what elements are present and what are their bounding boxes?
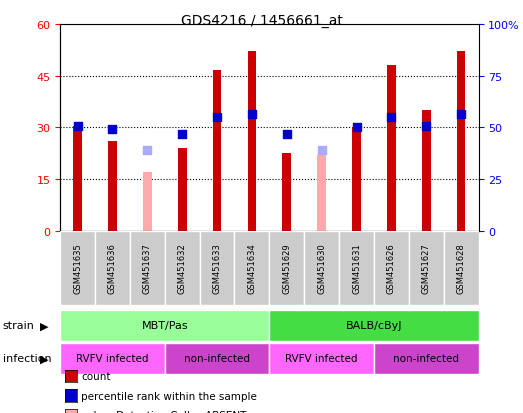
- Text: GDS4216 / 1456661_at: GDS4216 / 1456661_at: [180, 14, 343, 28]
- Bar: [304, 231, 339, 306]
- Bar: [108, 142, 117, 231]
- Bar: [374, 231, 409, 306]
- Point: [248, 111, 256, 118]
- Text: GSM451635: GSM451635: [73, 242, 82, 293]
- Bar: [282, 154, 291, 231]
- Text: count: count: [81, 371, 110, 381]
- Bar: [269, 343, 374, 374]
- Bar: [73, 126, 82, 231]
- Bar: [165, 343, 269, 374]
- Bar: [387, 66, 396, 231]
- Point: [317, 147, 326, 154]
- Bar: [60, 310, 269, 341]
- Bar: [457, 52, 465, 231]
- Text: percentile rank within the sample: percentile rank within the sample: [81, 391, 257, 401]
- Text: strain: strain: [3, 320, 35, 330]
- Text: GSM451632: GSM451632: [178, 242, 187, 293]
- Point: [73, 123, 82, 130]
- Text: GSM451626: GSM451626: [387, 242, 396, 293]
- Bar: [444, 231, 479, 306]
- Point: [387, 114, 395, 121]
- Bar: [213, 71, 221, 231]
- Text: RVFV infected: RVFV infected: [286, 353, 358, 363]
- Point: [282, 132, 291, 138]
- Text: GSM451629: GSM451629: [282, 242, 291, 293]
- Text: ▶: ▶: [40, 354, 48, 363]
- Point: [422, 123, 430, 130]
- Text: ▶: ▶: [40, 320, 48, 330]
- Bar: [247, 52, 256, 231]
- Point: [143, 147, 152, 154]
- Bar: [409, 231, 444, 306]
- Text: GSM451630: GSM451630: [317, 242, 326, 293]
- Point: [108, 126, 117, 133]
- Text: GSM451636: GSM451636: [108, 242, 117, 293]
- Bar: [165, 231, 200, 306]
- Text: GSM451634: GSM451634: [247, 242, 256, 293]
- Text: value, Detection Call = ABSENT: value, Detection Call = ABSENT: [81, 411, 246, 413]
- Text: BALB/cByJ: BALB/cByJ: [346, 320, 402, 330]
- Bar: [269, 231, 304, 306]
- Text: RVFV infected: RVFV infected: [76, 353, 149, 363]
- Text: infection: infection: [3, 354, 51, 363]
- Point: [178, 132, 186, 138]
- Text: GSM451627: GSM451627: [422, 242, 431, 293]
- Bar: [60, 231, 95, 306]
- Bar: [95, 231, 130, 306]
- Text: GSM451637: GSM451637: [143, 242, 152, 293]
- Bar: [234, 231, 269, 306]
- Bar: [60, 343, 165, 374]
- Bar: [374, 343, 479, 374]
- Text: GSM451631: GSM451631: [352, 242, 361, 293]
- Text: non-infected: non-infected: [393, 353, 459, 363]
- Point: [213, 114, 221, 121]
- Bar: [352, 128, 361, 231]
- Point: [353, 125, 361, 131]
- Bar: [339, 231, 374, 306]
- Bar: [317, 156, 326, 231]
- Bar: [143, 173, 152, 231]
- Bar: [200, 231, 234, 306]
- Text: non-infected: non-infected: [184, 353, 250, 363]
- Text: GSM451628: GSM451628: [457, 242, 465, 293]
- Bar: [269, 310, 479, 341]
- Bar: [130, 231, 165, 306]
- Text: GSM451633: GSM451633: [212, 242, 222, 293]
- Bar: [178, 149, 187, 231]
- Text: MBT/Pas: MBT/Pas: [141, 320, 188, 330]
- Point: [457, 111, 465, 118]
- Bar: [422, 111, 430, 231]
